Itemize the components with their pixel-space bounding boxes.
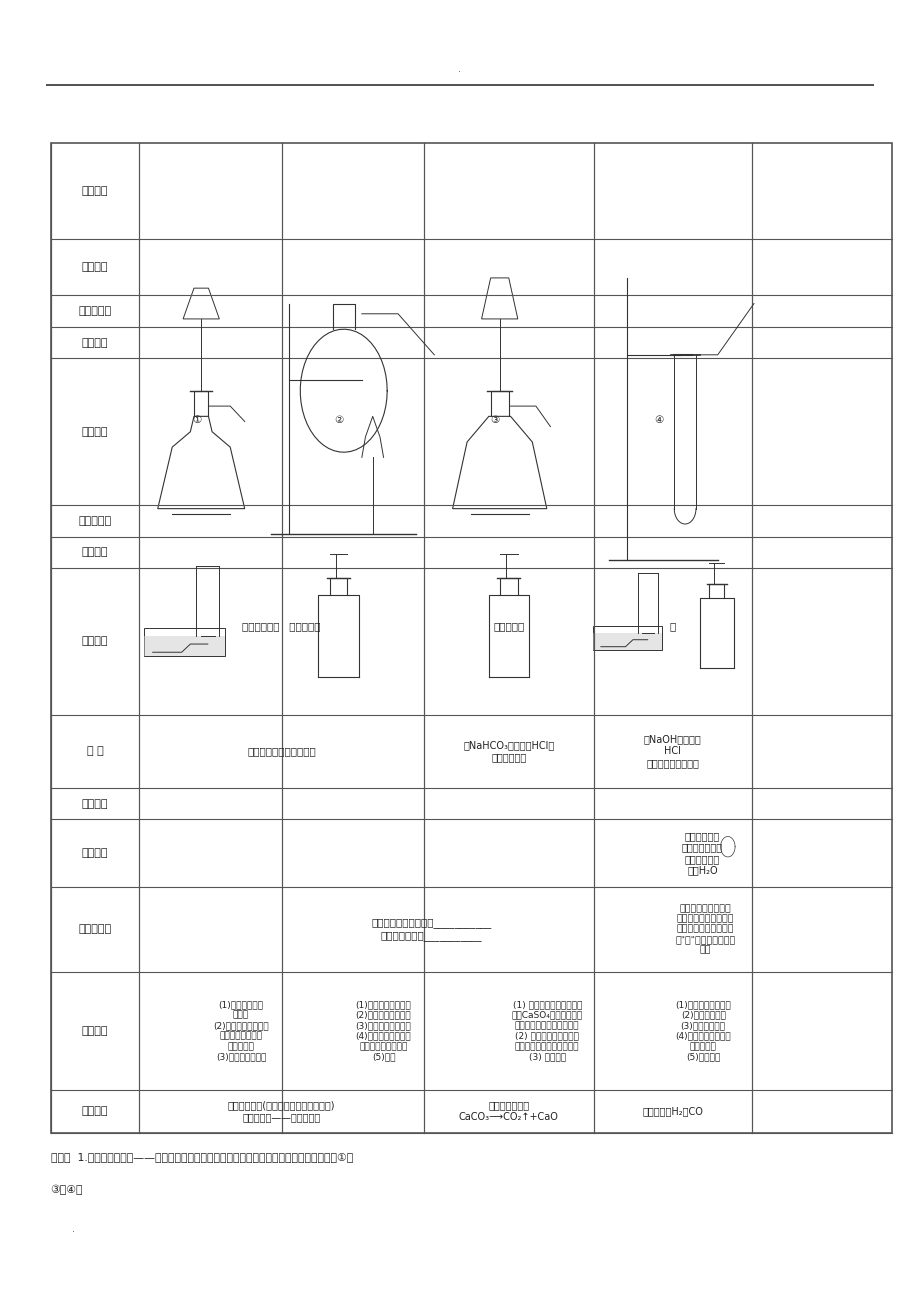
Text: 反应原理: 反应原理 xyxy=(82,186,108,197)
Text: （唯一的）: （唯一的） xyxy=(493,621,524,631)
Text: 用NaOH溶液除去
HCl
杂质，用浓硫酸干燥: 用NaOH溶液除去 HCl 杂质，用浓硫酸干燥 xyxy=(643,734,700,768)
Text: (1) 不能用稀硫酸，因反应
生成CaSO₄附着在大理石
表面，阻止反应继续进行。
(2) 长颈漏斗的末端应到
液体中（分液漏斗不平调）
(3) 正放保存: (1) 不能用稀硫酸，因反应 生成CaSO₄附着在大理石 表面，阻止反应继续进行… xyxy=(511,1000,582,1061)
Text: 验满或验纯: 验满或验纯 xyxy=(78,924,111,935)
Text: 点燃气体，检
验其生成产物。
淡蓝色火焰，
生成H₂O: 点燃气体，检 验其生成产物。 淡蓝色火焰， 生成H₂O xyxy=(681,831,722,876)
Text: 反应条件: 反应条件 xyxy=(82,337,108,348)
Text: 工业制取: 工业制取 xyxy=(82,1107,108,1116)
Text: (1)先检查装置的
气密性
(2)用排水法收集时，
待气泡连续均匀排
出时才收集
(3)导管置集气瓶口: (1)先检查装置的 气密性 (2)用排水法收集时， 待气泡连续均匀排 出时才收集… xyxy=(213,1000,268,1061)
Text: 分离液态空气(依氧气和氮气的沸点不同)
加压、蒸发——物理变化。: 分离液态空气(依氧气和氮气的沸点不同) 加压、蒸发——物理变化。 xyxy=(228,1100,335,1122)
Text: 用拇指堵住倒置已收
集满氢气的试管，靠近
火焰后移开手指，若听
到"噗"的一声，说明已
纯。: 用拇指堵住倒置已收 集满氢气的试管，靠近 火焰后移开手指，若听 到"噗"的一声，… xyxy=(675,904,735,954)
Text: 用向上排空气法收集时___________
用排水法收集时___________: 用向上排空气法收集时___________ 用排水法收集时___________ xyxy=(370,918,491,940)
Text: 用NaHCO₃溶液除去HCl，
用浓硫酸干燥: 用NaHCO₃溶液除去HCl， 用浓硫酸干燥 xyxy=(463,741,554,762)
Text: (1)先检查装置气密性
(2)先验纯再收集
(3)不能用浓硫酸
(4)长颈漏斗的末端应
插到液体中
(5)倒放保存: (1)先检查装置气密性 (2)先验纯再收集 (3)不能用浓硫酸 (4)长颈漏斗的… xyxy=(675,1000,731,1061)
Text: 或: 或 xyxy=(669,621,675,631)
Text: 气体溶解性: 气体溶解性 xyxy=(78,516,111,526)
Polygon shape xyxy=(593,633,662,650)
Text: .: . xyxy=(458,64,461,74)
Text: 注明：  1.固液不加热装置——凡是反应物为固体和液体且反应不需加热的发生装置图均可用图①、: 注明： 1.固液不加热装置——凡是反应物为固体和液体且反应不需加热的发生装置图均… xyxy=(51,1152,353,1163)
Text: 发生装置: 发生装置 xyxy=(82,427,108,436)
Text: 注意事项: 注意事项 xyxy=(82,1026,108,1036)
Text: ②: ② xyxy=(335,415,344,426)
Text: (1)先检查装置气密性
(2)试管口略向下倾斜
(3)试管口放一团棉花
(4)先移出导气管，后
停止加热，以防倒吸
(5)正放: (1)先检查装置气密性 (2)试管口略向下倾斜 (3)试管口放一团棉花 (4)先… xyxy=(356,1000,411,1061)
Text: 可用浓硫酸或碱石灰干燥: 可用浓硫酸或碱石灰干燥 xyxy=(247,746,316,756)
Text: 气体密度: 气体密度 xyxy=(82,547,108,557)
Text: 高温煅烧石灰石
CaCO₃⟶CO₂↑+CaO: 高温煅烧石灰石 CaCO₃⟶CO₂↑+CaO xyxy=(459,1100,558,1122)
Text: ①: ① xyxy=(192,415,201,426)
Text: 反应物状态: 反应物状态 xyxy=(78,306,111,316)
Text: 净 化: 净 化 xyxy=(86,746,103,756)
Text: ③: ③ xyxy=(490,415,499,426)
Text: 分离水煤气H₂和CO: 分离水煤气H₂和CO xyxy=(641,1107,702,1116)
Text: （纯净的）或   （干燥的）: （纯净的）或 （干燥的） xyxy=(243,621,321,631)
Text: 检验方法: 检验方法 xyxy=(82,848,108,858)
Text: .: . xyxy=(72,1224,75,1234)
Text: ③、④。: ③、④。 xyxy=(51,1185,83,1195)
Polygon shape xyxy=(144,635,225,656)
Polygon shape xyxy=(51,143,891,1133)
Text: 收集方法: 收集方法 xyxy=(82,798,108,809)
Text: 反应类型: 反应类型 xyxy=(82,262,108,272)
Text: ④: ④ xyxy=(653,415,663,426)
Text: 收集装置: 收集装置 xyxy=(82,637,108,646)
